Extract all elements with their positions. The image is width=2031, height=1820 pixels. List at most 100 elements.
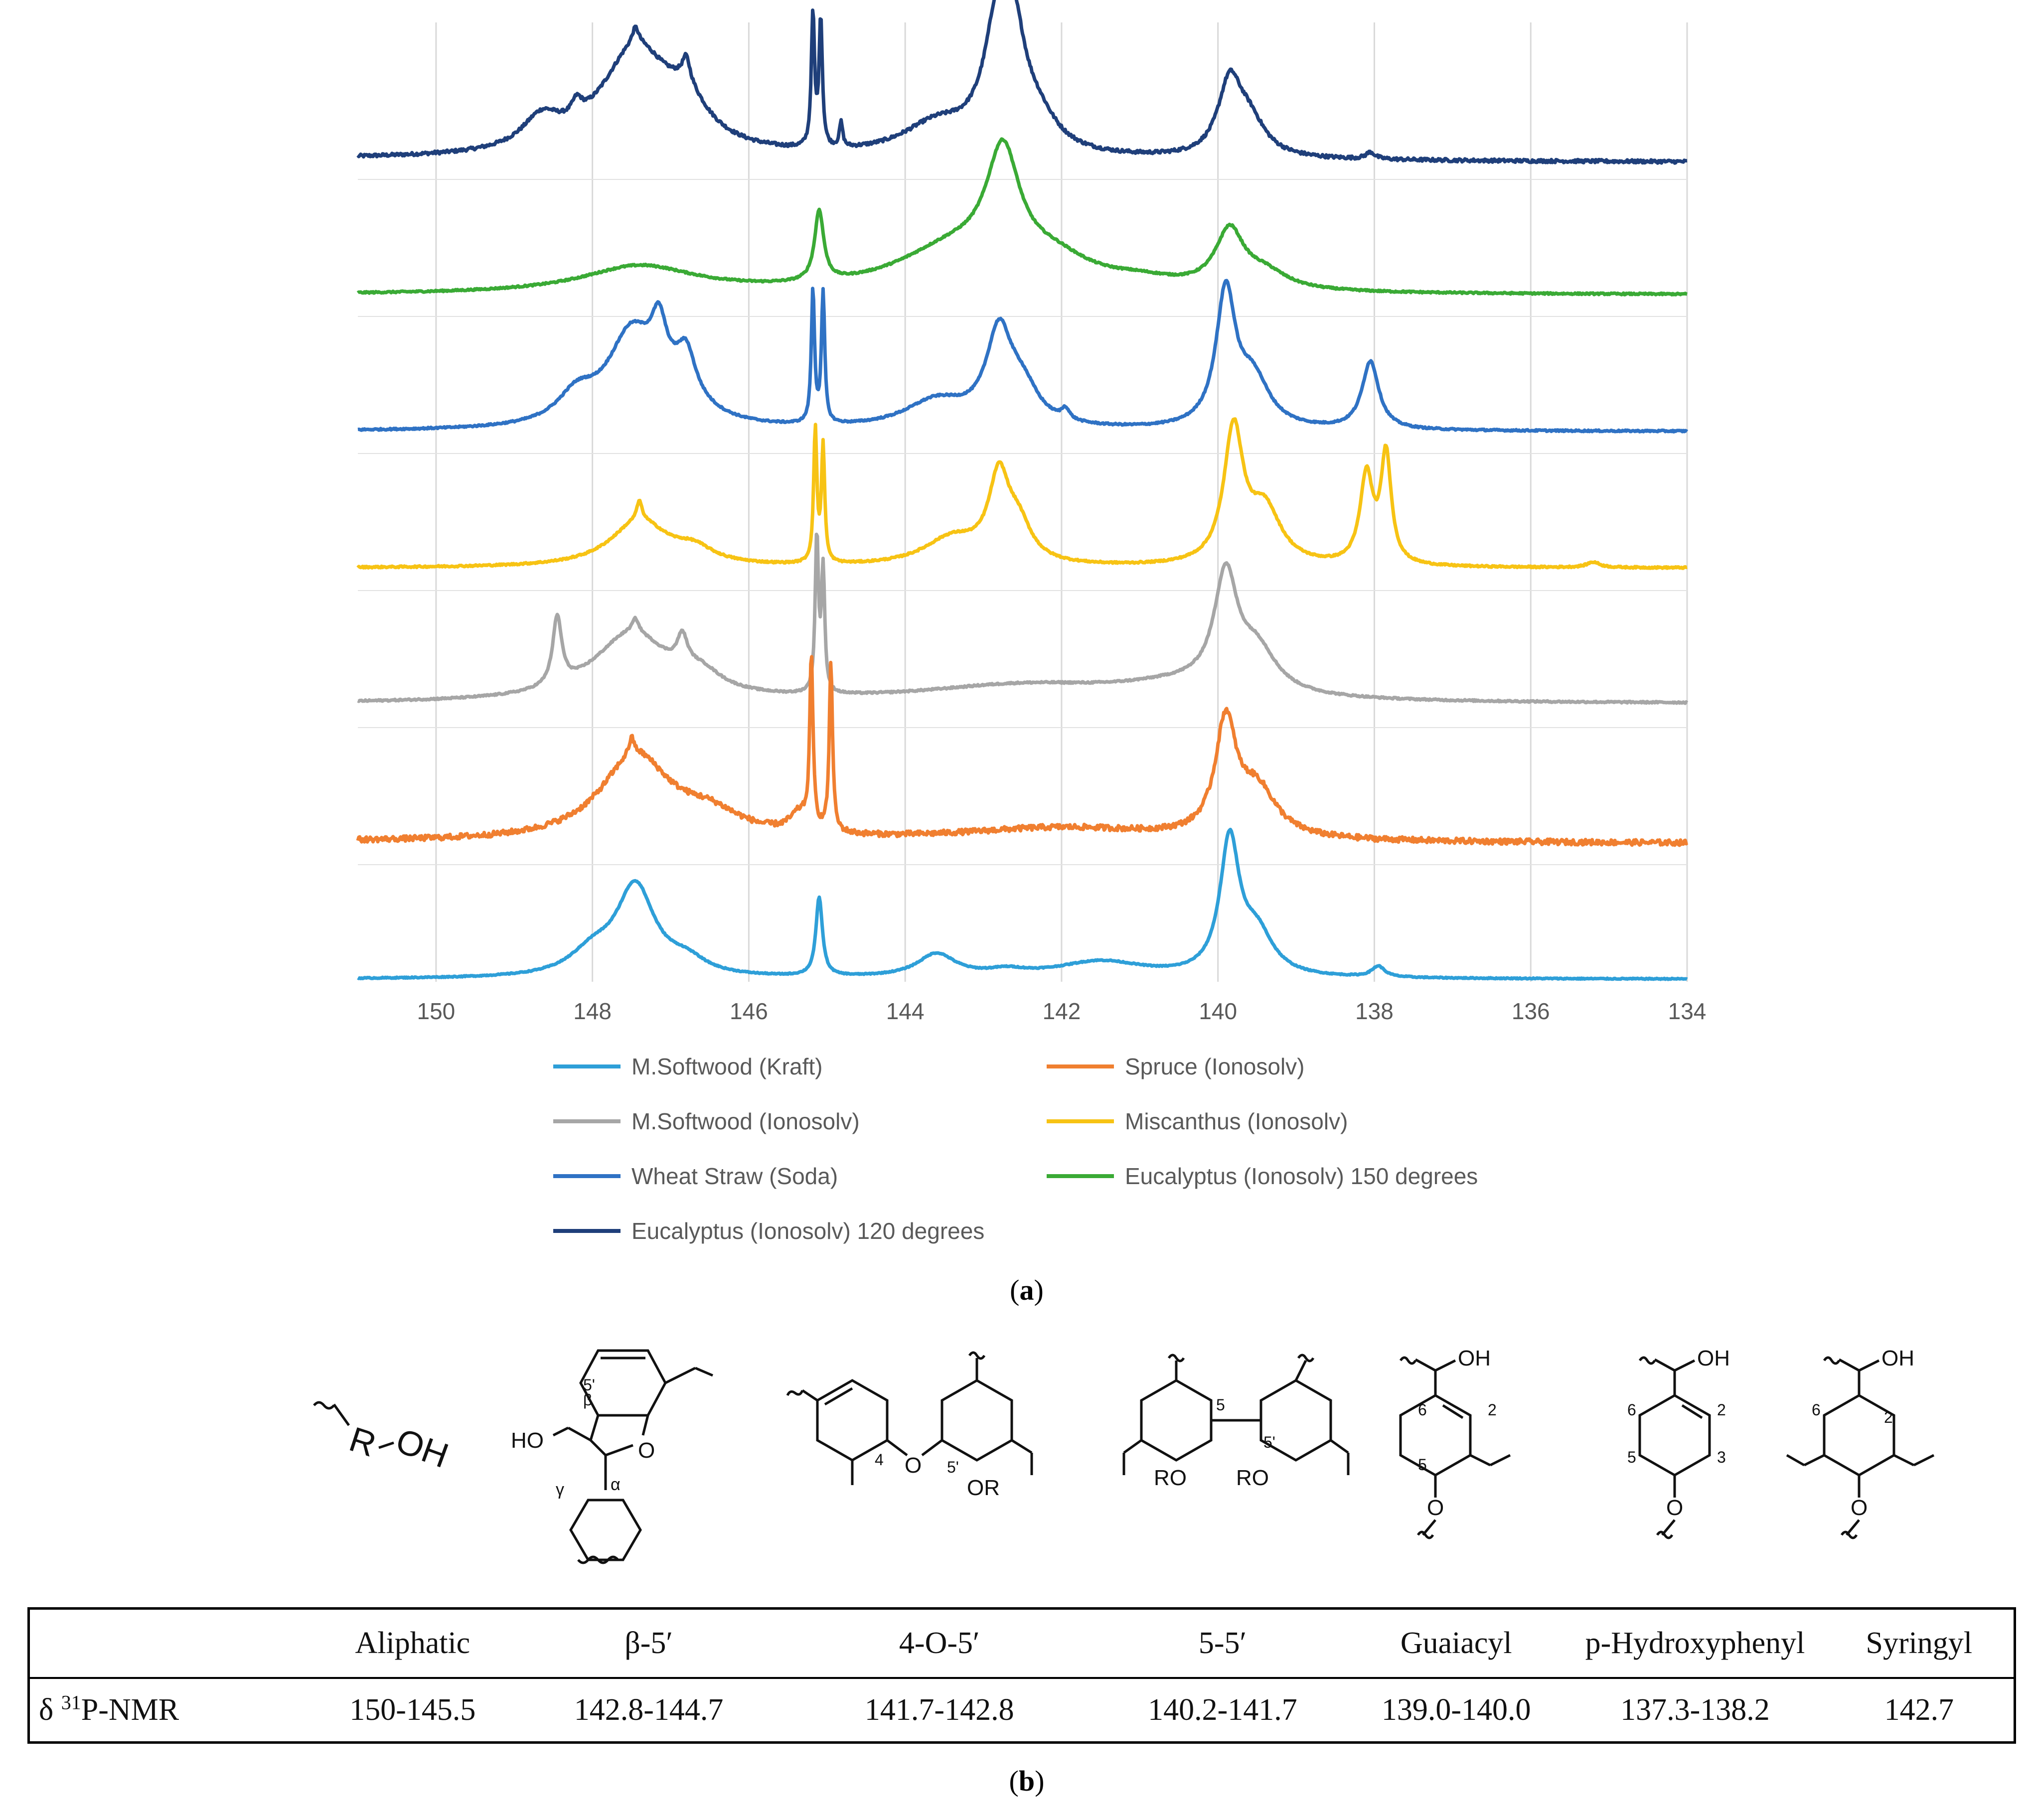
beta5-5prime-label: 5' [583, 1376, 595, 1394]
legend-item: Wheat Straw (Soda) [553, 1161, 1022, 1191]
beta5-o-label: O [638, 1438, 655, 1463]
table-header-row: Aliphatic β-5′ 4-O-5′ 5-5′ Guaiacyl p-Hy… [28, 1608, 2015, 1679]
chart-legend: M.Softwood (Kraft) Spruce (Ionosolv) M.S… [553, 1052, 1600, 1246]
chart-grid [358, 22, 1688, 982]
series-line [356, 655, 1689, 847]
structure-guaiacyl: OH 6 2 5 O [1399, 1346, 1511, 1539]
legend-label: Eucalyptus (Ionosolv) 120 degrees [631, 1218, 985, 1244]
syringyl-2-label: 2 [1884, 1408, 1893, 1426]
table-header-cell: β-5′ [517, 1608, 781, 1679]
legend-label: Wheat Straw (Soda) [631, 1163, 838, 1189]
x-tick-label: 136 [1512, 998, 1550, 1024]
legend-label: Miscanthus (Ionosolv) [1125, 1108, 1348, 1134]
table-cell: 140.2-141.7 [1148, 1693, 1297, 1727]
table-cell: 141.7-142.8 [864, 1693, 1014, 1727]
table-row: δ 31P-NMR 150-145.5 142.8-144.7 141.7-14… [29, 1678, 2015, 1743]
table-header-cell: Aliphatic [308, 1608, 517, 1679]
legend-swatch [1047, 1174, 1114, 1178]
syringyl-6-label: 6 [1812, 1401, 1821, 1419]
series-line [357, 827, 1688, 981]
five5-ro2-label: RO [1236, 1466, 1269, 1490]
table-header-cell: 5-5′ [1098, 1608, 1347, 1679]
table-cell: 137.3-138.2 [1620, 1693, 1770, 1727]
x-tick-label: 146 [730, 998, 768, 1024]
x-tick-label: 138 [1355, 998, 1394, 1024]
table-header-cell: 4-O-5′ [780, 1608, 1098, 1679]
x-tick-label: 134 [1668, 998, 1707, 1024]
o45-5prime-label: 5' [947, 1458, 959, 1476]
legend-item: Eucalyptus (Ionosolv) 120 degrees [553, 1216, 1022, 1246]
series-line [357, 532, 1689, 705]
structure-p-hydroxyphenyl: OH 6 2 5 3 O [1627, 1346, 1730, 1539]
legend-item: Miscanthus (Ionosolv) [1047, 1106, 1515, 1136]
nmr-spectra-chart: 150 148 146 144 142 140 138 136 134 [356, 0, 1707, 1024]
guaiacyl-6-label: 6 [1418, 1401, 1427, 1419]
table-cell: 150-145.5 [349, 1693, 476, 1727]
syringyl-o-label: O [1851, 1496, 1868, 1520]
legend-label: M.Softwood (Kraft) [631, 1054, 823, 1079]
legend-label: M.Softwood (Ionosolv) [631, 1108, 860, 1134]
table-header-cell: Guaiacyl [1347, 1608, 1566, 1679]
table-cell: 142.7 [1884, 1693, 1954, 1727]
legend-swatch [1047, 1064, 1114, 1068]
hydroxyphenyl-6-label: 6 [1627, 1401, 1636, 1419]
structure-beta-5: O HO β 5' γ α [511, 1349, 713, 1564]
hydroxyphenyl-3-label: 3 [1717, 1448, 1726, 1466]
legend-swatch [553, 1119, 621, 1123]
table-cell: 139.0-140.0 [1381, 1693, 1531, 1727]
five5-ro1-label: RO [1154, 1466, 1187, 1490]
hydroxyphenyl-o-label: O [1666, 1496, 1683, 1520]
beta5-beta-label: β [583, 1391, 592, 1409]
x-tick-label: 150 [417, 998, 456, 1024]
x-tick-label: 144 [886, 998, 925, 1024]
panel-label-b: (b) [1009, 1765, 1045, 1797]
legend-swatch [553, 1229, 621, 1233]
hydroxyphenyl-oh-label: OH [1697, 1346, 1730, 1370]
structure-4-o-5: 4 O 5' OR [786, 1351, 1033, 1500]
table-header-cell: Syringyl [1824, 1608, 2015, 1679]
structure-5-5: 5 5' RO RO [1122, 1354, 1350, 1490]
table-row-label: δ 31P-NMR [39, 1691, 179, 1727]
structure-aliphatic: R OH [313, 1401, 454, 1475]
o45-or-label: OR [967, 1476, 1000, 1500]
chart-series [356, 0, 1689, 981]
table-cell: 142.8-144.7 [574, 1693, 724, 1727]
legend-swatch [1047, 1119, 1114, 1123]
legend-swatch [553, 1174, 621, 1178]
hydroxyphenyl-2-label: 2 [1717, 1401, 1726, 1419]
five5-5prime-label: 5' [1263, 1433, 1275, 1451]
legend-label: Spruce (Ionosolv) [1125, 1054, 1305, 1079]
legend-label: Eucalyptus (Ionosolv) 150 degrees [1125, 1163, 1478, 1189]
syringyl-oh-label: OH [1881, 1346, 1914, 1370]
legend-item: Eucalyptus (Ionosolv) 150 degrees [1047, 1161, 1515, 1191]
aliphatic-r-label: R [345, 1419, 381, 1464]
panel-label-a: (a) [1010, 1274, 1044, 1306]
x-tick-label: 148 [573, 998, 612, 1024]
guaiacyl-2-label: 2 [1488, 1401, 1497, 1419]
table-header-cell: p-Hydroxyphenyl [1565, 1608, 1825, 1679]
aliphatic-oh-label: OH [391, 1421, 454, 1475]
series-line [356, 0, 1688, 165]
x-tick-label: 140 [1199, 998, 1237, 1024]
legend-swatch [553, 1064, 621, 1068]
o45-o-label: O [905, 1453, 922, 1478]
series-line [356, 137, 1688, 297]
lignin-structures: R OH O HO β 5' γ α [313, 1346, 1935, 1564]
beta5-ho-label: HO [511, 1428, 544, 1453]
beta5-gamma-label: γ [556, 1480, 564, 1499]
nmr-shift-table: Aliphatic β-5′ 4-O-5′ 5-5′ Guaiacyl p-Hy… [27, 1607, 2016, 1744]
structure-syringyl: OH 6 2 O [1786, 1346, 1935, 1539]
x-tick-label: 142 [1043, 998, 1081, 1024]
beta5-alpha-label: α [611, 1475, 621, 1494]
series-line [357, 279, 1689, 434]
o45-four-label: 4 [875, 1451, 884, 1469]
series-line [356, 417, 1688, 570]
five5-five-label: 5 [1216, 1396, 1225, 1414]
x-axis-ticks: 150 148 146 144 142 140 138 136 134 [417, 998, 1707, 1024]
table-header-cell [28, 1608, 309, 1679]
hydroxyphenyl-5-label: 5 [1627, 1448, 1636, 1466]
guaiacyl-o-label: O [1427, 1496, 1444, 1520]
legend-item: M.Softwood (Kraft) [553, 1052, 1022, 1081]
guaiacyl-5-label: 5 [1418, 1456, 1427, 1474]
